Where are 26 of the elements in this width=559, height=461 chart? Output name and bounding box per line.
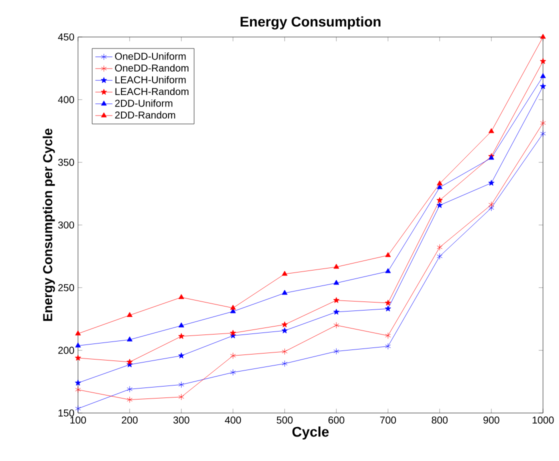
x-tick-label: 400 (224, 416, 241, 424)
x-tick-label: 300 (173, 416, 190, 424)
x-tick-label: 1000 (532, 416, 554, 424)
y-tick-label: 200 (58, 346, 74, 354)
legend-label: 2DD-Random (115, 111, 176, 119)
x-tick-label: 900 (483, 416, 500, 424)
legend-label: OneDD-Uniform (115, 52, 186, 60)
y-tick-label: 150 (58, 409, 74, 417)
y-tick-label: 450 (58, 33, 74, 41)
x-tick-label: 800 (432, 416, 448, 424)
x-tick-label: 500 (276, 416, 293, 424)
y-tick-label: 250 (58, 284, 74, 292)
x-tick-label: 600 (328, 416, 344, 424)
x-axis-title: Cycle (292, 426, 329, 440)
chart-title: Energy Consumption (240, 16, 380, 30)
y-tick-label: 350 (58, 158, 74, 166)
y-tick-label: 300 (58, 221, 74, 229)
legend-label: LEACH-Random (115, 88, 188, 96)
legend-label: 2DD-Uniform (115, 99, 172, 107)
y-axis-title: Energy Consumption per Cycle (42, 128, 55, 321)
x-tick-label: 200 (122, 416, 138, 424)
y-tick-label: 400 (58, 96, 74, 104)
legend-label: OneDD-Random (115, 64, 188, 72)
x-tick-label: 700 (380, 416, 396, 424)
x-tick-label: 100 (70, 416, 86, 424)
legend-label: LEACH-Uniform (115, 76, 186, 84)
